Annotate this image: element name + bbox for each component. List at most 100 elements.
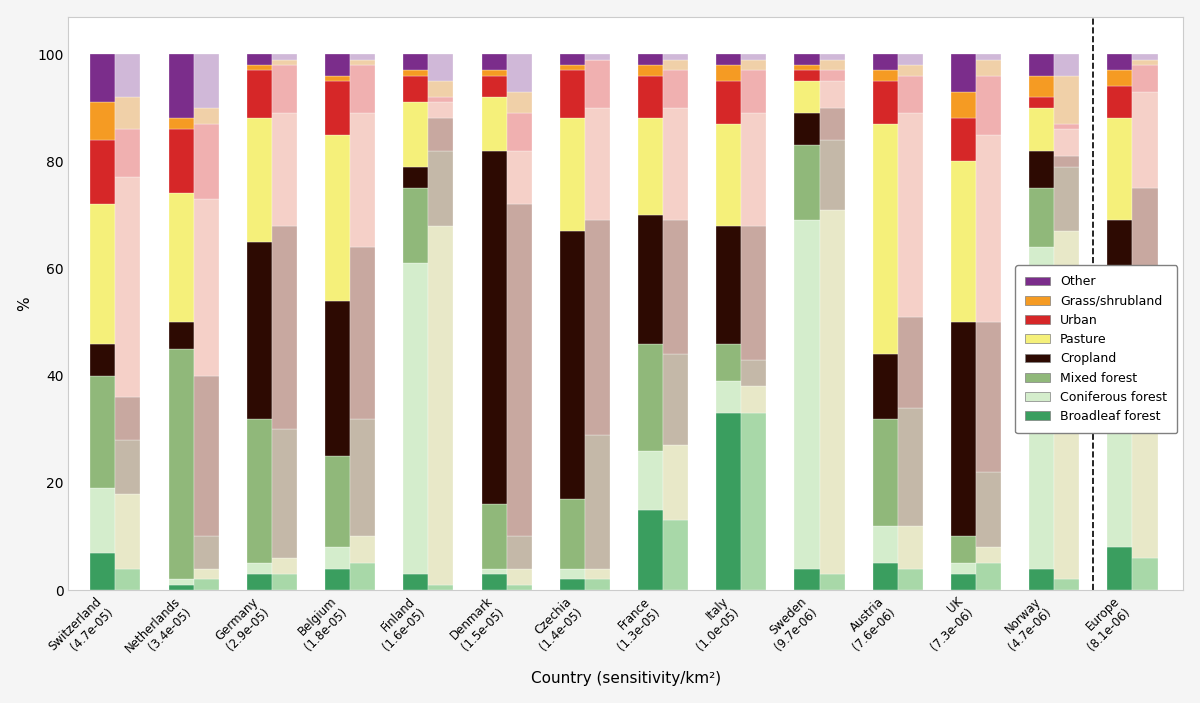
- Bar: [872, 81, 898, 124]
- Bar: [169, 585, 193, 590]
- Bar: [1055, 231, 1079, 579]
- Bar: [794, 113, 820, 146]
- Bar: [481, 504, 506, 569]
- Bar: [481, 97, 506, 150]
- Bar: [1030, 97, 1055, 108]
- Bar: [115, 177, 140, 397]
- Bar: [950, 574, 976, 590]
- Bar: [638, 54, 664, 65]
- Bar: [350, 247, 376, 418]
- Bar: [664, 445, 688, 520]
- Bar: [559, 499, 584, 569]
- Bar: [403, 103, 428, 167]
- Bar: [506, 54, 532, 91]
- Bar: [90, 54, 115, 103]
- Bar: [506, 569, 532, 585]
- Bar: [325, 569, 350, 590]
- Bar: [506, 536, 532, 569]
- Bar: [1055, 54, 1079, 76]
- Bar: [90, 375, 115, 488]
- Bar: [350, 60, 376, 65]
- Bar: [1055, 579, 1079, 590]
- Bar: [794, 569, 820, 590]
- Bar: [976, 134, 1001, 322]
- Bar: [115, 397, 140, 440]
- Bar: [403, 263, 428, 574]
- Bar: [1030, 76, 1055, 97]
- Bar: [664, 54, 688, 60]
- Bar: [716, 54, 742, 65]
- Bar: [794, 54, 820, 65]
- Bar: [1055, 124, 1079, 129]
- Bar: [247, 563, 272, 574]
- Bar: [481, 150, 506, 504]
- Bar: [638, 119, 664, 215]
- Bar: [272, 113, 296, 226]
- Bar: [481, 54, 506, 70]
- Bar: [1030, 247, 1055, 569]
- Bar: [169, 119, 193, 129]
- Bar: [247, 65, 272, 70]
- Bar: [428, 585, 454, 590]
- Bar: [872, 526, 898, 563]
- Bar: [976, 322, 1001, 472]
- Bar: [716, 81, 742, 124]
- Bar: [350, 113, 376, 247]
- Bar: [193, 124, 218, 199]
- Bar: [90, 344, 115, 375]
- Bar: [115, 97, 140, 129]
- Bar: [976, 563, 1001, 590]
- Bar: [872, 70, 898, 81]
- Bar: [193, 536, 218, 569]
- Bar: [950, 54, 976, 91]
- Bar: [90, 140, 115, 204]
- Bar: [638, 65, 664, 76]
- Bar: [90, 553, 115, 590]
- Bar: [1055, 156, 1079, 167]
- Bar: [872, 418, 898, 526]
- Bar: [1030, 569, 1055, 590]
- Bar: [742, 60, 767, 70]
- Bar: [169, 193, 193, 322]
- Bar: [115, 129, 140, 177]
- Bar: [247, 54, 272, 65]
- Bar: [90, 488, 115, 553]
- Bar: [898, 569, 923, 590]
- Bar: [1055, 129, 1079, 156]
- Bar: [481, 574, 506, 590]
- Bar: [638, 510, 664, 590]
- Bar: [350, 418, 376, 536]
- Bar: [872, 354, 898, 418]
- Bar: [820, 60, 845, 70]
- Bar: [559, 65, 584, 70]
- Bar: [506, 91, 532, 113]
- Bar: [559, 569, 584, 579]
- Bar: [716, 124, 742, 226]
- Bar: [428, 103, 454, 119]
- Bar: [481, 70, 506, 76]
- Bar: [506, 150, 532, 204]
- Bar: [247, 574, 272, 590]
- Bar: [820, 108, 845, 140]
- Bar: [193, 199, 218, 375]
- Bar: [169, 322, 193, 349]
- Bar: [272, 65, 296, 113]
- Bar: [115, 440, 140, 494]
- Bar: [272, 574, 296, 590]
- Bar: [898, 408, 923, 526]
- Bar: [584, 108, 610, 220]
- Bar: [1030, 108, 1055, 150]
- Bar: [794, 146, 820, 220]
- Bar: [794, 220, 820, 569]
- Bar: [506, 204, 532, 536]
- Bar: [742, 70, 767, 113]
- Bar: [1133, 91, 1158, 188]
- Bar: [115, 569, 140, 590]
- Bar: [506, 113, 532, 150]
- Bar: [664, 60, 688, 70]
- Bar: [428, 226, 454, 585]
- Bar: [193, 108, 218, 124]
- Bar: [820, 209, 845, 574]
- Bar: [638, 215, 664, 344]
- Bar: [950, 162, 976, 322]
